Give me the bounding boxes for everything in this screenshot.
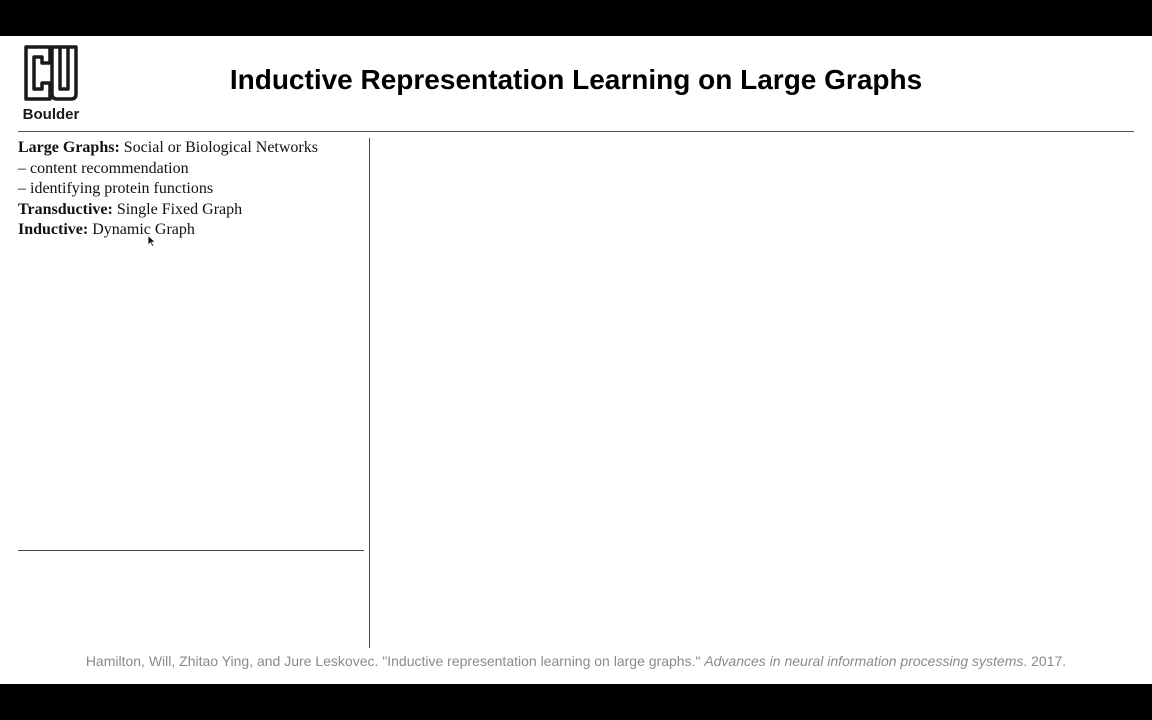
cu-boulder-logo-icon [24, 45, 78, 101]
note-line-transductive: Transductive: Single Fixed Graph [18, 200, 368, 221]
note-line-protein-functions: – identifying protein functions [18, 179, 368, 200]
note-text: – identifying protein functions [18, 180, 214, 197]
university-logo: Boulder [18, 42, 84, 126]
note-text: – content recommendation [18, 159, 189, 177]
notes-column: Large Graphs: Social or Biological Netwo… [18, 138, 368, 241]
column-divider [369, 138, 370, 648]
logo-wordmark: Boulder [22, 106, 80, 123]
note-line-inductive: Inductive: Dynamic Graph [18, 220, 368, 241]
note-term: Inductive: [18, 221, 89, 238]
note-term: Large Graphs: [18, 139, 120, 156]
citation-year: . 2017. [1023, 653, 1067, 669]
slide: Boulder Inductive Representation Learnin… [0, 36, 1152, 684]
citation-authors: Hamilton, Will, Zhitao Ying, and Jure Le… [85, 653, 705, 669]
note-text: Single Fixed Graph [112, 200, 243, 218]
note-term: Transductive: [18, 200, 113, 218]
note-text: Dynamic Graph [88, 221, 195, 238]
citation-venue: Advances in neural information processin… [704, 653, 1024, 669]
header-divider [18, 131, 1134, 132]
note-line-content-recommendation: – content recommendation [18, 159, 368, 180]
note-line-large-graphs: Large Graphs: Social or Biological Netwo… [18, 138, 368, 159]
citation: Hamilton, Will, Zhitao Ying, and Jure Le… [0, 653, 1152, 669]
mouse-pointer-icon [147, 235, 157, 247]
slide-title: Inductive Representation Learning on Lar… [229, 64, 923, 95]
notes-divider [18, 550, 364, 551]
note-text: Social or Biological Networks [119, 139, 318, 156]
